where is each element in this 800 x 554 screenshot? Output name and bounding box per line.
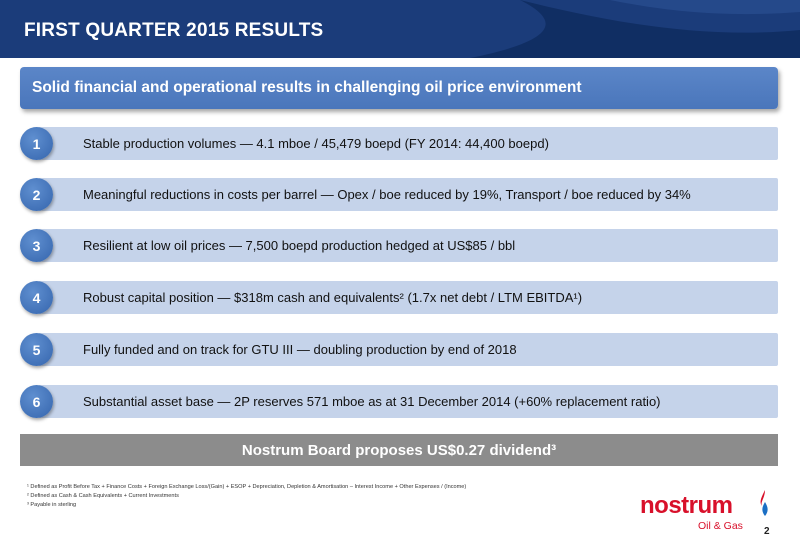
footnotes: ¹ Defined as Profit Before Tax + Finance…	[27, 483, 587, 510]
number-badge-4: 4	[20, 281, 53, 314]
number-badge-5: 5	[20, 333, 53, 366]
highlight-bar-5	[38, 333, 778, 366]
header-bar: FIRST QUARTER 2015 RESULTS	[0, 0, 800, 58]
highlight-text-2: Meaningful reductions in costs per barre…	[83, 187, 691, 202]
logo-subtitle: Oil & Gas	[698, 520, 743, 532]
footnote-3: ³ Payable in sterling	[27, 502, 77, 508]
highlight-text-3: Resilient at low oil prices — 7,500 boep…	[83, 238, 516, 253]
number-badge-2: 2	[20, 178, 53, 211]
highlight-bar-4	[38, 281, 778, 314]
highlight-text-4: Robust capital position — $318m cash and…	[83, 290, 583, 305]
logo-wordmark: nostrum	[640, 492, 733, 519]
highlight-text-6: Substantial asset base — 2P reserves 571…	[83, 394, 661, 409]
highlight-bar-1	[38, 127, 778, 160]
number-badge-3: 3	[20, 229, 53, 262]
highlight-bar-6	[38, 385, 778, 418]
highlight-text-5: Fully funded and on track for GTU III — …	[83, 342, 517, 357]
header-swoosh-graphic	[470, 0, 800, 58]
dividend-banner: Nostrum Board proposes US$0.27 dividend³	[20, 434, 778, 466]
flame-drop-icon	[760, 490, 768, 516]
footnote-1: ¹ Defined as Profit Before Tax + Finance…	[27, 484, 467, 490]
highlight-bar-3	[38, 229, 778, 262]
highlight-text-1: Stable production volumes — 4.1 mboe / 4…	[83, 136, 549, 151]
number-badge-6: 6	[20, 385, 53, 418]
summary-banner-text: Solid financial and operational results …	[32, 79, 582, 96]
dividend-text: Nostrum Board proposes US$0.27 dividend³	[241, 442, 557, 459]
company-logo: nostrum Oil & Gas	[640, 490, 770, 536]
page-title: FIRST QUARTER 2015 RESULTS	[24, 20, 324, 41]
page-number: 2	[764, 526, 770, 537]
summary-banner: Solid financial and operational results …	[20, 67, 778, 109]
footnote-2: ² Defined as Cash & Cash Equivalents + C…	[27, 493, 179, 499]
number-badge-1: 1	[20, 127, 53, 160]
highlight-bar-2	[38, 178, 778, 211]
